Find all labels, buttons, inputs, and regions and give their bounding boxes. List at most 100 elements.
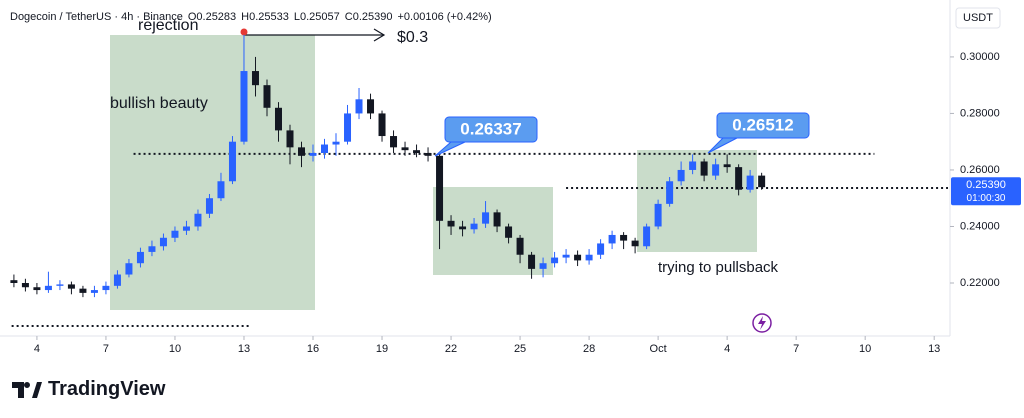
- logo: [12, 381, 42, 398]
- candle-body: [182, 226, 190, 231]
- candle-body: [643, 226, 651, 247]
- candle-body: [298, 147, 306, 156]
- annotation: rejection: [138, 17, 198, 34]
- brand: TradingView: [12, 378, 165, 401]
- brand-name: TradingView: [48, 378, 166, 400]
- candle-body: [251, 71, 259, 86]
- candle-body: [263, 85, 271, 108]
- candle-body: [620, 234, 628, 241]
- candle-body: [746, 175, 754, 190]
- candle-body: [79, 288, 87, 293]
- candle-body: [562, 254, 570, 258]
- x-tick-label: 28: [583, 343, 595, 355]
- candle-body: [585, 254, 593, 261]
- candle-body: [171, 230, 179, 238]
- candle-body: [56, 284, 64, 286]
- candle-body: [608, 234, 616, 244]
- callout-label: 0.26512: [732, 115, 793, 134]
- ohlc: O0.25283: [187, 11, 237, 23]
- candle-body: [424, 153, 432, 156]
- candle-body: [413, 150, 421, 153]
- header: Dogecoin / TetherUS · 4h · Binance O0.25…: [10, 11, 492, 23]
- candle-body: [240, 71, 248, 142]
- candle-body: [677, 169, 685, 182]
- y-tick-label: 0.24000: [960, 220, 1000, 232]
- candle-body: [67, 284, 75, 289]
- candle-body: [712, 164, 720, 176]
- candle-body: [666, 181, 674, 204]
- candle-body: [228, 141, 236, 182]
- candle-body: [401, 147, 409, 151]
- y-tick-label: 0.30000: [960, 51, 1000, 63]
- zone: [637, 150, 757, 252]
- candle-body: [493, 212, 501, 227]
- candle-body: [551, 257, 559, 264]
- x-tick-label: 13: [238, 343, 250, 355]
- candle-body: [459, 226, 467, 230]
- x-tick-label: 22: [445, 343, 457, 355]
- candle-body: [286, 130, 294, 148]
- callout-label: 0.26337: [460, 119, 521, 138]
- zone: [110, 35, 315, 310]
- annotation: trying to pullsback: [658, 259, 779, 276]
- candle-body: [516, 237, 524, 255]
- currency-box: [955, 7, 1001, 29]
- candle-body: [528, 254, 536, 269]
- candle-body: [148, 246, 156, 252]
- candle-body: [136, 251, 144, 264]
- candle-body: [355, 99, 363, 114]
- candle-body: [159, 237, 167, 247]
- change: +0.00106 (+0.42%): [397, 11, 492, 23]
- candle-body: [758, 175, 766, 188]
- candle-body: [194, 213, 202, 227]
- candle-body: [723, 164, 731, 168]
- ohlc: L0.25057: [293, 11, 340, 23]
- candle-body: [539, 263, 547, 269]
- candle-body: [90, 290, 98, 293]
- candle-body: [309, 153, 317, 156]
- candle-body: [689, 161, 697, 170]
- candle-body: [274, 107, 282, 131]
- candle-body: [367, 99, 375, 114]
- candle-body: [344, 113, 352, 142]
- candle-body: [447, 220, 455, 227]
- ohlc: H0.25533: [241, 11, 289, 23]
- candle-body: [102, 285, 110, 291]
- x-tick-label: 7: [103, 343, 109, 355]
- candle-body: [631, 240, 639, 247]
- symbol: Dogecoin / TetherUS · 4h · Binance: [10, 11, 183, 23]
- arrow-head: [373, 28, 386, 42]
- candle-body: [205, 198, 213, 214]
- candle-body: [44, 285, 52, 291]
- candle-body: [33, 287, 41, 291]
- candle-body: [654, 203, 662, 227]
- candle-body: [735, 167, 743, 190]
- x-tick-label: 13: [928, 343, 940, 355]
- x-tick-label: 7: [793, 343, 799, 355]
- price-tag-label: 0.25390: [966, 179, 1006, 191]
- candle-body: [505, 226, 513, 238]
- icon: [752, 313, 772, 333]
- countdown: 01:00:30: [967, 193, 1006, 204]
- candle-body: [321, 144, 329, 153]
- y-tick-label: 0.28000: [960, 107, 1000, 119]
- currency: USDT: [963, 12, 993, 24]
- candle-body: [125, 263, 133, 275]
- candle-body: [597, 243, 605, 255]
- callout-box: [444, 116, 538, 143]
- x-tick-label: 4: [34, 343, 40, 355]
- candle-body: [217, 181, 225, 199]
- candle-body: [436, 155, 444, 221]
- candle-body: [21, 283, 29, 288]
- candle-body: [470, 223, 478, 230]
- annotation: $0.3: [397, 29, 428, 46]
- callout-box: [716, 112, 810, 139]
- candle-body: [574, 254, 582, 261]
- y-tick-label: 0.26000: [960, 164, 1000, 176]
- x-tick-label: 16: [307, 343, 319, 355]
- candle-body: [378, 113, 386, 137]
- x-tick-label: 19: [376, 343, 388, 355]
- ohlc: C0.25390: [344, 11, 393, 23]
